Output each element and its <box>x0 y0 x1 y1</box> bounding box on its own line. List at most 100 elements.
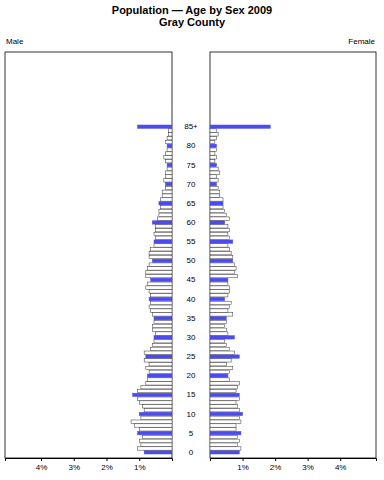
bar <box>210 393 239 396</box>
bar <box>151 347 172 350</box>
bar <box>144 351 172 354</box>
bar <box>149 370 172 373</box>
bar <box>210 378 230 381</box>
bar <box>144 408 172 411</box>
bar <box>149 297 172 300</box>
bar <box>149 263 172 266</box>
bars-female <box>210 125 270 454</box>
bar <box>210 363 226 366</box>
bar <box>210 412 243 415</box>
bar <box>152 313 172 316</box>
bar <box>147 282 172 285</box>
bar <box>210 424 236 427</box>
panel-label: Female <box>348 37 375 46</box>
bar <box>210 435 238 438</box>
bar <box>210 156 217 159</box>
tick-label: 1% <box>134 463 146 472</box>
bar <box>210 301 231 304</box>
bar <box>151 309 172 312</box>
bar <box>210 244 228 247</box>
tick: 0 <box>189 448 194 457</box>
axis-line <box>6 459 173 462</box>
bar <box>151 278 172 281</box>
bar <box>144 359 172 362</box>
bar <box>138 431 172 434</box>
bar <box>210 320 226 323</box>
bar <box>149 290 172 293</box>
bar <box>210 282 228 285</box>
bar <box>154 317 172 320</box>
bar <box>138 389 172 392</box>
bar <box>210 397 239 400</box>
bar <box>149 305 172 308</box>
bar <box>210 366 233 369</box>
tick: 5 <box>189 429 194 438</box>
bar <box>210 255 233 258</box>
bar <box>210 179 218 182</box>
tick: 1% <box>237 458 249 472</box>
bar <box>146 271 172 274</box>
bar <box>210 401 236 404</box>
bar <box>167 136 172 139</box>
bar <box>143 435 172 438</box>
bar <box>152 324 172 327</box>
age-label: 40 <box>187 295 196 304</box>
tick-label: 2% <box>270 463 282 472</box>
tick: 50 <box>187 256 196 265</box>
bar <box>210 343 226 346</box>
bar <box>210 286 230 289</box>
bar <box>210 274 238 277</box>
bar <box>147 267 172 270</box>
tick-mark <box>243 458 244 461</box>
bar <box>151 248 172 251</box>
bar <box>154 232 172 235</box>
age-label: 65 <box>187 199 196 208</box>
bar <box>210 217 230 220</box>
bar <box>210 294 228 297</box>
age-label: 25 <box>187 352 196 361</box>
bar <box>149 251 172 254</box>
bar <box>154 320 172 323</box>
axis-line <box>211 459 377 462</box>
age-label: 75 <box>187 161 196 170</box>
bar <box>156 225 172 228</box>
bar <box>210 144 217 147</box>
bar <box>159 202 172 205</box>
bar <box>162 194 172 197</box>
bar <box>210 194 220 197</box>
bar <box>164 179 172 182</box>
bar <box>210 408 239 411</box>
title: Population — Age by Sex 2009 <box>112 4 272 16</box>
bar <box>210 186 218 189</box>
panel-label: Male <box>6 37 24 46</box>
tick: 2% <box>101 458 113 472</box>
bar <box>151 294 172 297</box>
age-label: 70 <box>187 180 196 189</box>
tick: 2% <box>270 458 282 472</box>
bar <box>165 175 172 178</box>
bar <box>210 125 270 128</box>
bar <box>210 171 220 174</box>
bar <box>141 416 172 419</box>
bar <box>147 378 172 381</box>
bar <box>210 370 230 373</box>
age-label: 10 <box>187 410 196 419</box>
bar <box>210 351 234 354</box>
panel-frame <box>210 52 376 458</box>
age-label: 30 <box>187 333 196 342</box>
bar <box>165 140 172 143</box>
bar <box>210 163 217 166</box>
bar <box>146 366 172 369</box>
age-label: 35 <box>187 314 196 323</box>
bar <box>149 363 172 366</box>
bar <box>210 313 233 316</box>
tick: 65 <box>187 199 196 208</box>
tick-label: 4% <box>335 463 347 472</box>
bar <box>152 259 172 262</box>
bar <box>210 228 230 231</box>
bar <box>210 221 225 224</box>
bar <box>210 347 230 350</box>
bar <box>210 309 228 312</box>
bar <box>210 159 215 162</box>
age-label: 0 <box>189 448 194 457</box>
